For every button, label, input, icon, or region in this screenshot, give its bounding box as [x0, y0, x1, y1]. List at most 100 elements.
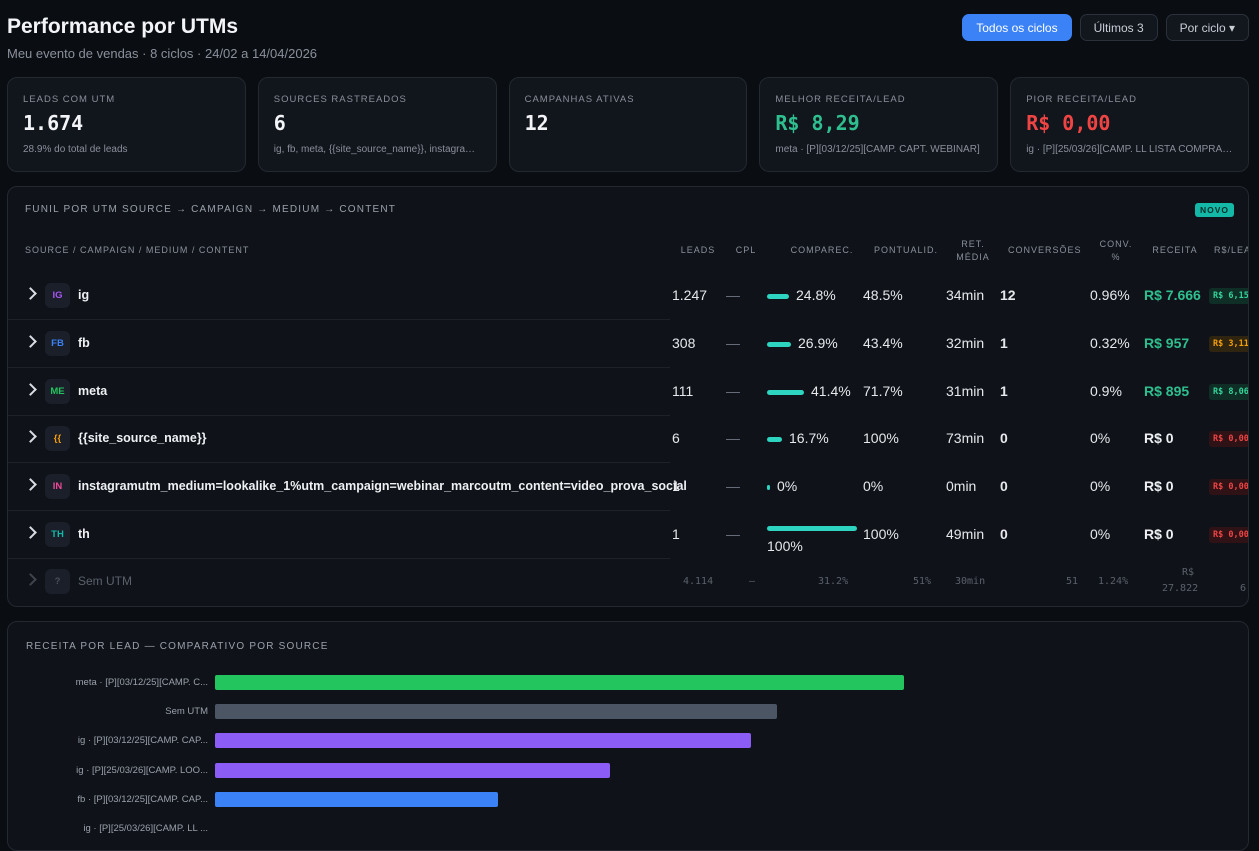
table-row[interactable]: ME meta 111 — 41.4% 71.7% 31min 1 0.9% R…: [8, 368, 1248, 416]
row-divider: [8, 414, 670, 416]
table-row[interactable]: IG ig 1.247 — 24.8% 48.5% 34min 12 0.96%…: [8, 272, 1248, 320]
cell-ret: 32min: [946, 334, 985, 351]
cell-comparec: 41.4%: [811, 382, 851, 399]
kpi-cards: LEADS COM UTM 1.674 28.9% do total de le…: [7, 77, 1249, 172]
source-name: {{site_source_name}}: [78, 431, 207, 446]
cell-rs-lead-chip: R$ 0,00: [1209, 479, 1248, 496]
kpi-card-leads: LEADS COM UTM 1.674 28.9% do total de le…: [7, 77, 246, 172]
cell-rs-lead-chip: R$ 6,15: [1209, 288, 1248, 304]
source-badge: FB: [45, 330, 70, 356]
cell-receita: R$ 895: [1144, 382, 1190, 399]
cell-cpl: —: [726, 382, 740, 399]
cell-receita: R$ 0: [1144, 478, 1174, 495]
cell-conversoes: 1: [1000, 334, 1008, 351]
chevron-right-icon[interactable]: [24, 287, 37, 300]
cell-pontualid: 48.5%: [863, 287, 903, 303]
attendance-bar: [767, 526, 857, 531]
chevron-right-icon[interactable]: [24, 382, 37, 396]
chart-category-label: ig · [P][03/12/25][CAMP. CAP...: [77, 735, 208, 747]
panel-title: FUNIL POR UTM SOURCE → CAMPAIGN → MEDIUM…: [25, 204, 397, 215]
source-badge: IG: [45, 283, 70, 308]
cell-leads: 111: [672, 382, 694, 399]
all-cycles-button[interactable]: Todos os ciclos: [962, 14, 1072, 41]
chevron-right-icon[interactable]: [24, 430, 37, 444]
cell-pontualid: 100%: [863, 526, 899, 542]
cell-receita: R$ 0: [1144, 526, 1174, 542]
cell-ret: 30min: [955, 576, 986, 587]
kpi-card-campaigns: CAMPANHAS ATIVAS 12: [508, 77, 748, 172]
source-name: ig: [78, 288, 90, 302]
chevron-right-icon[interactable]: [24, 526, 37, 539]
cell-pontualid: 0%: [863, 478, 884, 495]
page-subtitle: Meu evento de vendas · 8 ciclos · 24/02 …: [7, 46, 318, 61]
source-badge: TH: [45, 522, 70, 547]
col-header-conversoes[interactable]: CONVERSÕES: [1008, 245, 1082, 255]
chevron-right-icon[interactable]: [24, 478, 37, 492]
row-divider: [8, 319, 670, 320]
cell-comparec: 100%: [767, 538, 803, 554]
chart-bar[interactable]: [215, 791, 498, 807]
cell-ret: 31min: [946, 382, 985, 399]
table-row[interactable]: {{ {{site_source_name}} 6 — 16.7% 100% 7…: [8, 415, 1248, 464]
chart-bar[interactable]: [215, 704, 777, 720]
page-title: Performance por UTMs: [7, 15, 239, 38]
kpi-value: 12: [524, 111, 549, 135]
col-header-source[interactable]: SOURCE / CAMPAIGN / MEDIUM / CONTENT: [25, 245, 250, 255]
attendance-bar: [767, 341, 791, 347]
cell-conversoes: 0: [1000, 478, 1008, 495]
col-header-ret-media[interactable]: RET. MÉDIA: [956, 239, 990, 262]
new-badge: NOVO: [1195, 203, 1235, 217]
chart-category-label: meta · [P][03/12/25][CAMP. C...: [75, 677, 208, 688]
chart-category-label: fb · [P][03/12/25][CAMP. CAP...: [77, 793, 208, 805]
cycle-filter: Todos os ciclos Últimos 3 Por ciclo ▾: [962, 14, 1249, 41]
cell-leads: 1.247: [672, 287, 708, 303]
col-header-conv-pct[interactable]: CONV. %: [1099, 239, 1133, 262]
kpi-note: ig, fb, meta, {{site_source_name}}, inst…: [273, 144, 481, 155]
per-cycle-dropdown[interactable]: Por ciclo ▾: [1165, 14, 1249, 41]
last-3-button[interactable]: Últimos 3: [1079, 14, 1158, 41]
chart-category-label: Sem UTM: [165, 706, 208, 718]
cell-conversoes: 51: [1066, 576, 1079, 587]
cell-conv-pct: 0%: [1090, 430, 1111, 447]
row-divider: [8, 558, 670, 559]
kpi-label: CAMPANHAS ATIVAS: [524, 94, 635, 105]
kpi-note: 28.9% do total de leads: [23, 144, 128, 155]
table-row[interactable]: IN instagramutm_medium=lookalike_1%utm_c…: [8, 463, 1248, 512]
kpi-card-sources: SOURCES RASTREADOS 6 ig, fb, meta, {{sit…: [257, 77, 497, 172]
col-header-receita[interactable]: RECEITA: [1152, 245, 1198, 255]
source-name: fb: [78, 335, 90, 350]
cell-conversoes: 0: [1000, 526, 1008, 542]
chart-bar[interactable]: [215, 675, 904, 690]
table-row[interactable]: FB fb 308 — 26.9% 43.4% 32min 1 0.32% R$…: [8, 320, 1248, 368]
table-row[interactable]: TH th 1 — 100% 100% 49min 0 0% R$ 0 R$ 0…: [8, 511, 1248, 559]
attendance-bar: [767, 437, 782, 443]
cell-pontualid: 71.7%: [863, 382, 903, 399]
cell-pontualid: 43.4%: [863, 334, 903, 351]
kpi-card-best-revenue: MELHOR RECEITA/LEAD R$ 8,29 meta · [P][0…: [759, 77, 999, 172]
attendance-bar: [767, 389, 804, 395]
cell-cpl: —: [749, 576, 756, 587]
col-header-pontualid[interactable]: PONTUALID.: [873, 245, 938, 255]
chevron-right-icon[interactable]: [24, 334, 37, 348]
chevron-right-icon[interactable]: [24, 573, 37, 586]
cell-rs-lead-chip: R$ 3,11: [1209, 335, 1248, 352]
col-header-cpl[interactable]: CPL: [735, 245, 757, 255]
utm-funnel-panel: FUNIL POR UTM SOURCE → CAMPAIGN → MEDIUM…: [7, 186, 1249, 607]
col-header-rs-lead[interactable]: R$/LEAD: [1214, 245, 1248, 255]
chart-bar[interactable]: [215, 733, 751, 749]
row-divider: [8, 510, 670, 512]
cell-rs-lead-chip: R$ 0,00: [1209, 527, 1248, 543]
chart-bar[interactable]: [215, 762, 610, 778]
kpi-note: meta · [P][03/12/25][CAMP. CAPT. WEBINAR…: [775, 144, 980, 155]
kpi-card-worst-revenue: PIOR RECEITA/LEAD R$ 0,00 ig · [P][25/03…: [1010, 77, 1249, 172]
cell-ret: 34min: [946, 287, 985, 303]
kpi-value: 6: [273, 111, 286, 135]
table-row-no-utm[interactable]: ? Sem UTM 4.114 — 31.2% 51% 30min 51 1.2…: [8, 558, 1248, 606]
cell-leads: 6: [672, 430, 680, 447]
col-header-leads[interactable]: LEADS: [680, 245, 716, 255]
source-badge: IN: [45, 474, 70, 500]
col-header-comparec[interactable]: COMPAREC.: [790, 245, 854, 255]
kpi-value: R$ 8,29: [775, 111, 860, 135]
cell-rs-lead-chip: R$ 8,06: [1209, 383, 1248, 400]
cell-leads: 1: [672, 526, 680, 542]
